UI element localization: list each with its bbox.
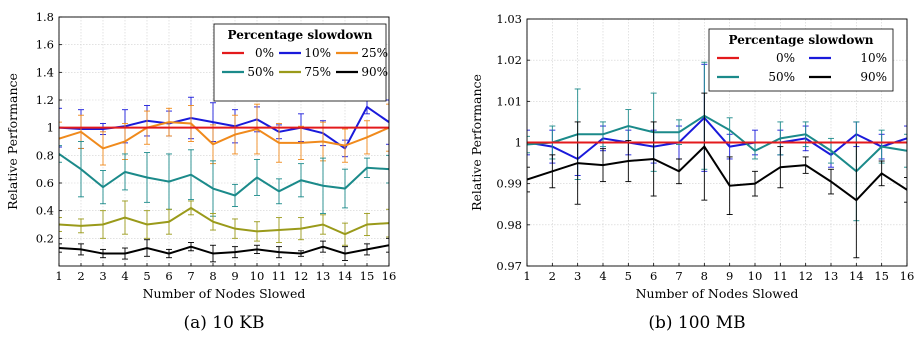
series-line	[59, 244, 389, 255]
y-tick-label: 1.4	[36, 65, 54, 79]
y-axis-label: Relative Performance	[5, 73, 20, 210]
y-tick-label: 1.2	[36, 93, 54, 107]
x-tick-label: 12	[798, 269, 813, 283]
x-tick-label: 4	[599, 269, 606, 283]
x-tick-label: 2	[549, 269, 556, 283]
x-tick-label: 5	[143, 269, 150, 283]
x-tick-label: 7	[187, 269, 194, 283]
y-tick-label: 0.98	[496, 218, 522, 232]
x-tick-label: 13	[316, 269, 331, 283]
y-tick-label: 0.6	[36, 176, 54, 190]
plot-area	[59, 96, 389, 263]
x-tick-label: 10	[748, 269, 763, 283]
x-tick-label: 14	[338, 269, 353, 283]
y-tick-label: 1.03	[496, 12, 522, 26]
legend-label: 10%	[304, 46, 331, 60]
legend-item: 90%	[809, 70, 887, 84]
x-axis-label: Number of Nodes Slowed	[143, 286, 306, 301]
x-tick-label: 9	[726, 269, 733, 283]
caption-b: (b) 100 MB	[648, 313, 745, 333]
plot-area	[527, 61, 907, 259]
legend: Percentage slowdown 0% 10% 50% 90%	[708, 28, 894, 92]
y-tick-label: 0.99	[496, 177, 522, 191]
legend-item: 50%	[222, 65, 274, 79]
x-tick-label: 1	[523, 269, 530, 283]
series-75pct	[59, 200, 389, 246]
legend-box	[708, 28, 894, 92]
legend-label: 50%	[768, 70, 795, 84]
series-90pct	[59, 237, 389, 263]
legend-label: 90%	[361, 65, 388, 79]
y-axis-label: Relative Performance	[469, 74, 484, 211]
chart-a: 0.20.40.60.811.21.41.61.81 2 3 4 5 6 7 8 9 10 11 12…	[5, 10, 396, 301]
legend-item: 0%	[717, 51, 795, 65]
series-line	[527, 114, 907, 173]
x-tick-label: 9	[231, 269, 238, 283]
x-tick-label: 7	[675, 269, 682, 283]
x-axis-label: Number of Nodes Slowed	[636, 286, 799, 301]
series-50pct	[59, 141, 389, 217]
legend-item: 25%	[336, 46, 388, 60]
x-tick-label: 6	[165, 269, 172, 283]
x-tick-label: 16	[900, 269, 915, 283]
series-line	[59, 121, 389, 150]
y-tick-label: 0.4	[36, 204, 54, 218]
x-tick-label: 8	[209, 269, 216, 283]
x-tick-label: 2	[77, 269, 84, 283]
series-line	[527, 145, 907, 202]
y-tick-label: 1	[47, 121, 54, 135]
series-90pct	[527, 92, 907, 259]
legend: Percentage slowdown 0% 10% 25% 50% 75% 90%	[213, 23, 388, 102]
x-tick-label: 1	[55, 269, 62, 283]
x-tick-label: 6	[650, 269, 657, 283]
y-tick-label: 0.97	[496, 259, 522, 273]
legend-item: 10%	[809, 51, 887, 65]
legend-item: 0%	[222, 46, 274, 60]
x-tick-label: 4	[121, 269, 128, 283]
x-tick-label: 16	[382, 269, 397, 283]
legend-item: 50%	[717, 70, 795, 84]
legend-title: Percentage slowdown	[729, 33, 874, 47]
y-tick-label: 1.01	[496, 94, 522, 108]
legend-label: 75%	[304, 65, 331, 79]
legend-title: Percentage slowdown	[228, 28, 373, 42]
x-tick-label: 8	[701, 269, 708, 283]
plot-frame	[526, 18, 908, 267]
legend-label: 90%	[860, 70, 887, 84]
y-tick-label: 1.6	[36, 38, 54, 52]
y-tick-label: 1.8	[36, 10, 54, 24]
series-25pct	[59, 103, 389, 166]
legend-label: 50%	[247, 65, 274, 79]
y-tick-label: 0.2	[36, 231, 54, 245]
plot-frame	[58, 16, 390, 267]
legend-label: 0%	[255, 46, 274, 60]
legend-label: 25%	[361, 46, 388, 60]
legend-box	[213, 23, 387, 102]
caption-a: (a) 10 KB	[183, 313, 264, 333]
series-line	[59, 206, 389, 236]
x-tick-label: 15	[360, 269, 375, 283]
x-tick-label: 3	[99, 269, 106, 283]
x-tick-label: 14	[849, 269, 864, 283]
x-tick-label: 12	[294, 269, 309, 283]
legend-label: 0%	[776, 51, 795, 65]
x-tick-label: 5	[625, 269, 632, 283]
legend-label: 10%	[860, 51, 887, 65]
y-tick-label: 1	[515, 136, 522, 150]
x-tick-label: 15	[874, 269, 889, 283]
x-tick-label: 11	[773, 269, 788, 283]
x-tick-label: 10	[250, 269, 265, 283]
series-line	[59, 153, 389, 197]
y-tick-label: 0.8	[36, 148, 54, 162]
y-tick-label: 1.02	[496, 53, 522, 67]
x-tick-label: 11	[272, 269, 287, 283]
x-tick-label: 3	[574, 269, 581, 283]
legend-item: 10%	[279, 46, 331, 60]
legend-item: 90%	[336, 65, 388, 79]
legend-item: 75%	[279, 65, 331, 79]
x-tick-label: 13	[824, 269, 839, 283]
series-line	[527, 116, 907, 161]
